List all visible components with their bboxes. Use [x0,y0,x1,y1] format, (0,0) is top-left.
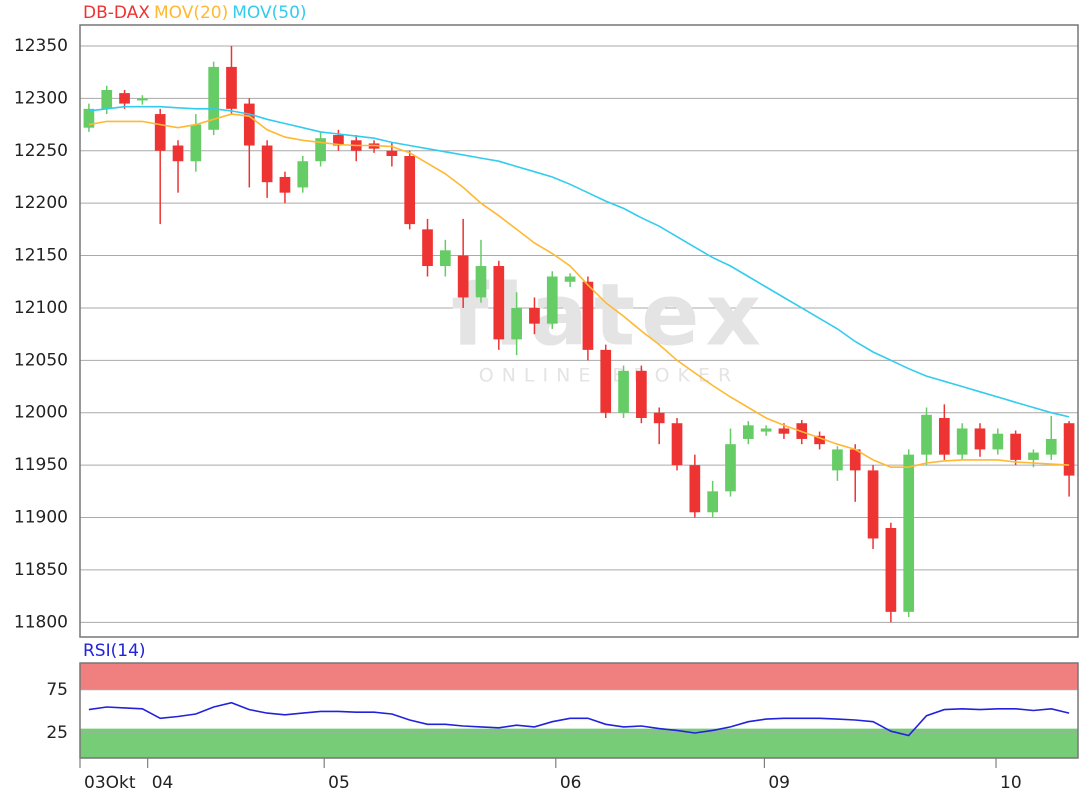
x-tick-label: 04 [152,773,174,793]
candle-body [778,428,790,434]
candle-body [422,229,433,267]
candle-body [404,155,416,225]
candle-body [707,491,719,513]
candle-body [582,281,594,350]
line-series [88,701,1070,737]
plot-frame [79,24,1079,638]
line-series [88,113,1070,468]
candle-body [564,276,576,282]
candle-body [243,103,255,146]
candle-body [386,150,398,156]
candle-body [760,428,772,432]
candle-body [475,266,487,298]
overbought-band [80,663,1078,690]
candle-body [333,135,344,146]
candle-body [1045,438,1057,455]
candle-body [172,145,184,162]
candle-body [493,266,505,340]
candle-body [511,307,522,340]
candle-body [938,417,950,455]
y-tick-label: 25 [46,723,68,743]
y-tick-label: 11950 [14,455,68,475]
candle-body [190,124,202,162]
x-tick-label: 06 [560,773,582,793]
candle-body [849,449,861,471]
candle-body [885,528,897,612]
candle-body [546,276,558,324]
legend-entry: MOV(50) [232,3,306,23]
y-tick-label: 75 [46,680,68,700]
legend-entry: DB-DAX [83,3,150,23]
legend-entry: RSI(14) [83,641,146,661]
candle-body [208,66,220,130]
candle-body [279,176,291,193]
candle-body [154,114,166,151]
candle-body [1010,433,1021,460]
x-tick-label: 03Okt [84,773,136,793]
candle-body [974,428,986,450]
plot-frame [79,662,1079,759]
x-tick-label: 05 [328,773,350,793]
panel: 11800 11850 11900 11950 12000 12050 12100 12150… [14,3,1079,638]
candle-body [457,255,469,298]
candle-body [671,423,683,466]
line-series [88,105,1070,418]
y-tick-label: 11850 [14,560,68,580]
x-tick-label: 09 [768,773,790,793]
candle-body [600,349,612,413]
y-tick-label: 12000 [14,403,68,423]
legend-entry: MOV(20) [154,3,228,23]
y-tick-label: 12200 [14,193,68,213]
panel: 25 75 03Okt 04 05 06 09 10 RSI(14) [46,641,1079,793]
candle-body [101,89,113,109]
candle-body [119,93,130,104]
y-tick-label: 12250 [14,141,68,161]
y-tick-label: 12050 [14,350,68,370]
candle-body [725,444,736,492]
candle-body [992,433,1004,450]
candle-body [261,145,273,183]
candle-body [636,370,647,418]
candle-body [618,370,629,413]
y-tick-label: 12300 [14,88,68,108]
candle-body [529,307,540,324]
candle-body [742,425,754,439]
candle-body [653,412,665,424]
candle-body [956,428,968,455]
candle-body [315,138,326,162]
candle-body [867,470,879,539]
candle-body [921,414,932,455]
candle-body [226,66,237,109]
x-tick-label: 10 [1000,773,1022,793]
candle-body [1028,452,1039,460]
candle-body [439,250,451,267]
candle-body [903,454,915,612]
oversold-band [80,728,1078,758]
y-tick-label: 12350 [14,36,68,56]
candle-body [297,161,309,188]
y-tick-label: 11900 [14,508,68,528]
candle-body [814,435,825,445]
candle-body [137,98,148,101]
y-tick-label: 12150 [14,246,68,266]
candle-body [832,449,843,471]
candle-body [83,108,95,128]
y-tick-label: 12100 [14,298,68,318]
candle-body [1063,423,1075,476]
y-tick-label: 11800 [14,612,68,632]
candle-body [689,465,701,513]
